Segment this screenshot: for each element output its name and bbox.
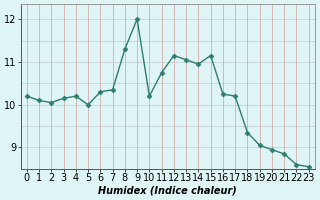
X-axis label: Humidex (Indice chaleur): Humidex (Indice chaleur) [98,186,237,196]
